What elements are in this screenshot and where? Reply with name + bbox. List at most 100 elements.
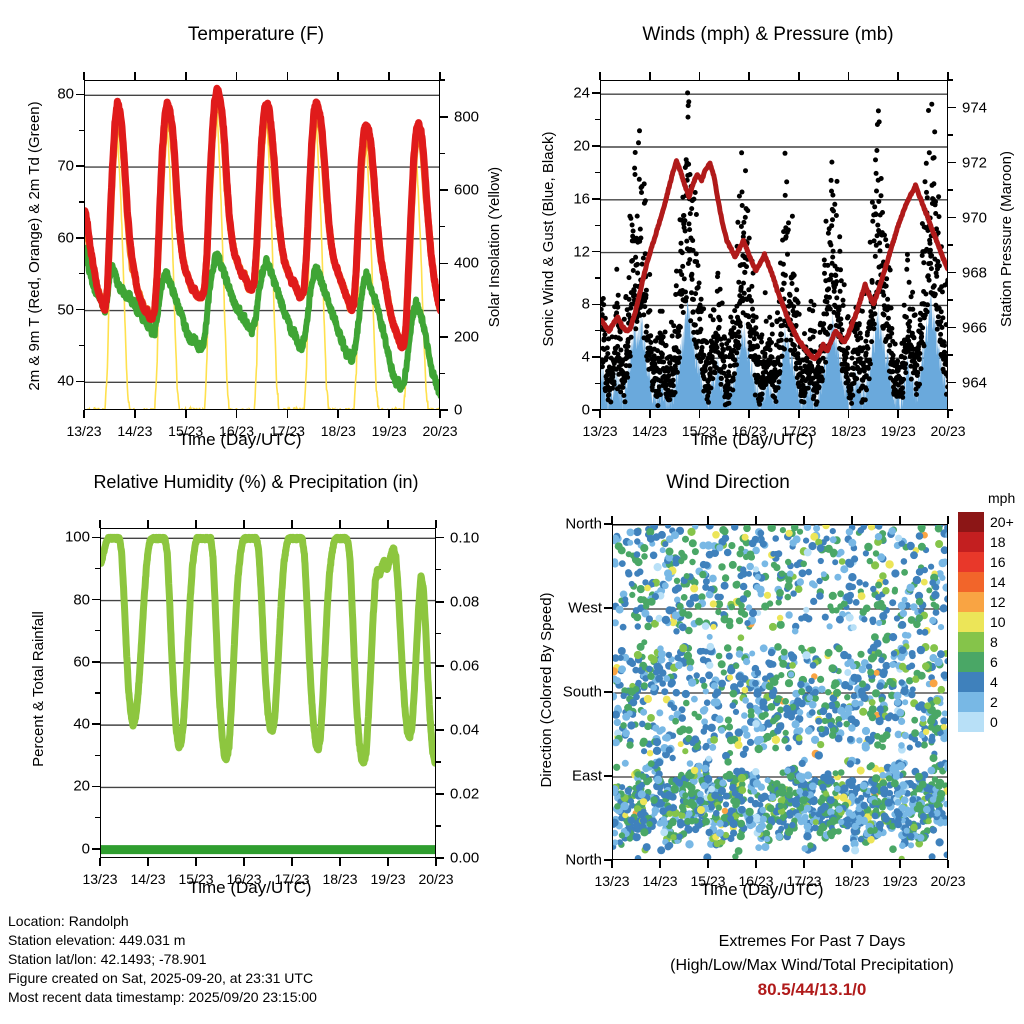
axis-tick-right bbox=[440, 262, 448, 265]
axis-tick-x bbox=[435, 858, 437, 866]
y-tick-label-north: North bbox=[565, 851, 602, 869]
axis-tick-right bbox=[436, 665, 444, 667]
x-tick-label-1523: 15/23 bbox=[690, 873, 726, 889]
axis-tick bbox=[592, 198, 600, 200]
axis-tick bbox=[76, 237, 84, 239]
axis-tick-x bbox=[648, 410, 651, 418]
axis-tick-x bbox=[899, 860, 901, 868]
axis-tick bbox=[592, 92, 600, 95]
plot-area-wind-direction bbox=[612, 524, 948, 860]
panel-title-wind-direction: Wind Direction bbox=[666, 472, 790, 493]
y-tick-label-60: 60 bbox=[73, 653, 90, 671]
axis-tick-x-top bbox=[286, 72, 289, 80]
y-tick-label-80: 80 bbox=[57, 85, 74, 103]
axis-tick-x bbox=[599, 410, 601, 418]
series-sonic-wind bbox=[601, 288, 947, 409]
axis-tick bbox=[604, 691, 612, 693]
colorbar-label-18: 18 bbox=[990, 534, 1006, 550]
y-tick-label-100: 100 bbox=[64, 528, 90, 546]
metadata-location: Location: Randolph bbox=[8, 913, 129, 929]
axis-tick-right bbox=[948, 326, 956, 329]
axis-tick-x bbox=[337, 410, 340, 418]
axis-tick-x-top bbox=[99, 520, 101, 528]
axis-tick-x-top bbox=[748, 72, 750, 80]
axis-tick-x-top bbox=[337, 72, 340, 80]
y-tick-label-8: 8 bbox=[581, 295, 590, 313]
right-tick-label-966: 966 bbox=[962, 319, 988, 336]
x-tick-label-1923: 19/23 bbox=[371, 423, 407, 439]
y-tick-label-40: 40 bbox=[73, 715, 90, 733]
colorbar-swatch-10 bbox=[958, 612, 984, 632]
right-tick-label-200: 200 bbox=[454, 328, 480, 346]
axis-tick-x bbox=[755, 860, 757, 868]
right-tick-label-600: 600 bbox=[454, 181, 480, 199]
y-tick-label-16: 16 bbox=[573, 190, 590, 208]
right-tick-label-400: 400 bbox=[454, 254, 480, 272]
axis-minor-tick bbox=[595, 119, 600, 121]
axis-tick-right bbox=[440, 335, 448, 338]
colorbar-label-12: 12 bbox=[990, 594, 1006, 610]
axis-tick bbox=[592, 250, 600, 253]
axis-tick-x-top bbox=[847, 72, 850, 80]
colorbar-swatch-12 bbox=[958, 592, 984, 612]
colorbar-swatch-20plus bbox=[958, 512, 984, 532]
axis-tick-x-top bbox=[947, 516, 949, 524]
axis-tick bbox=[604, 607, 612, 609]
colorbar-label-14: 14 bbox=[990, 574, 1006, 590]
x-tick-label-1523: 15/23 bbox=[178, 871, 214, 887]
axis-tick-x bbox=[947, 410, 949, 418]
colorbar-swatch-8 bbox=[958, 632, 984, 652]
colorbar-swatch-4 bbox=[958, 672, 984, 692]
axis-tick-right bbox=[436, 729, 444, 731]
y-tick-label-40: 40 bbox=[57, 372, 74, 390]
panel-humidity: Relative Humidity (%) & Precipitation (i… bbox=[0, 462, 512, 902]
wind-speed-colorbar: mph 20+ 18 16 14 12 10 8 6 4 2 0 bbox=[958, 490, 1024, 762]
colorbar-swatch-18 bbox=[958, 532, 984, 552]
axis-minor-tick-right bbox=[436, 761, 441, 763]
axis-tick-x-top bbox=[147, 520, 149, 528]
y-tick-label-12: 12 bbox=[573, 243, 590, 261]
axis-tick-x bbox=[947, 860, 949, 868]
axis-tick-x-top bbox=[899, 516, 901, 524]
axis-tick-right bbox=[440, 189, 448, 191]
axis-tick-x bbox=[286, 410, 289, 418]
y-tick-label-0: 0 bbox=[581, 401, 590, 419]
x-tick-label-1523: 15/23 bbox=[168, 423, 204, 439]
axis-minor-tick bbox=[595, 330, 600, 332]
axis-tick-x bbox=[83, 410, 85, 418]
panel-temperature: Temperature (F) 2m & 9m T (Red, Orange) … bbox=[0, 12, 512, 452]
axis-minor-tick-right bbox=[436, 633, 441, 635]
right-tick-label-0: 0 bbox=[454, 401, 463, 419]
panel-title-humidity: Relative Humidity (%) & Precipitation (i… bbox=[93, 472, 419, 492]
axis-tick-x bbox=[847, 410, 850, 418]
humidity-series-svg bbox=[101, 533, 435, 855]
right-tick-label-974: 974 bbox=[962, 99, 988, 116]
x-tick-label-1923: 19/23 bbox=[882, 873, 918, 889]
axis-minor-tick-right bbox=[440, 152, 445, 155]
axis-tick bbox=[604, 523, 612, 525]
x-tick-label-1323: 13/23 bbox=[582, 423, 618, 439]
x-tick-label-1623: 16/23 bbox=[226, 871, 262, 887]
x-tick-label-1823: 18/23 bbox=[831, 423, 867, 439]
axis-minor-tick-right bbox=[440, 79, 445, 81]
x-tick-label-1923: 19/23 bbox=[370, 871, 406, 887]
axis-tick bbox=[92, 847, 100, 850]
axis-tick-x bbox=[147, 858, 149, 866]
panel-winds: Winds (mph) & Pressure (mb) Sonic Wind &… bbox=[512, 12, 1024, 452]
axis-tick bbox=[592, 356, 600, 359]
axis-label-time-temperature: Time (Day/UTC) bbox=[178, 430, 302, 449]
axis-tick bbox=[92, 598, 100, 601]
axis-tick-x bbox=[611, 860, 613, 868]
panel-title-temperature: Temperature (F) bbox=[187, 24, 325, 45]
axis-tick-x-top bbox=[339, 520, 341, 528]
axis-tick bbox=[92, 723, 100, 725]
axis-tick-x-top bbox=[291, 520, 293, 528]
axis-label-time-humidity: Time (Day/UTC) bbox=[188, 878, 312, 897]
axis-tick bbox=[76, 93, 84, 96]
axis-tick-right bbox=[436, 536, 444, 539]
y-tick-label-west: West bbox=[568, 599, 602, 617]
x-tick-label-1323: 13/23 bbox=[594, 873, 630, 889]
metadata-elevation: Station elevation: 449.031 m bbox=[8, 932, 186, 948]
x-tick-label-2023: 20/23 bbox=[930, 873, 966, 889]
